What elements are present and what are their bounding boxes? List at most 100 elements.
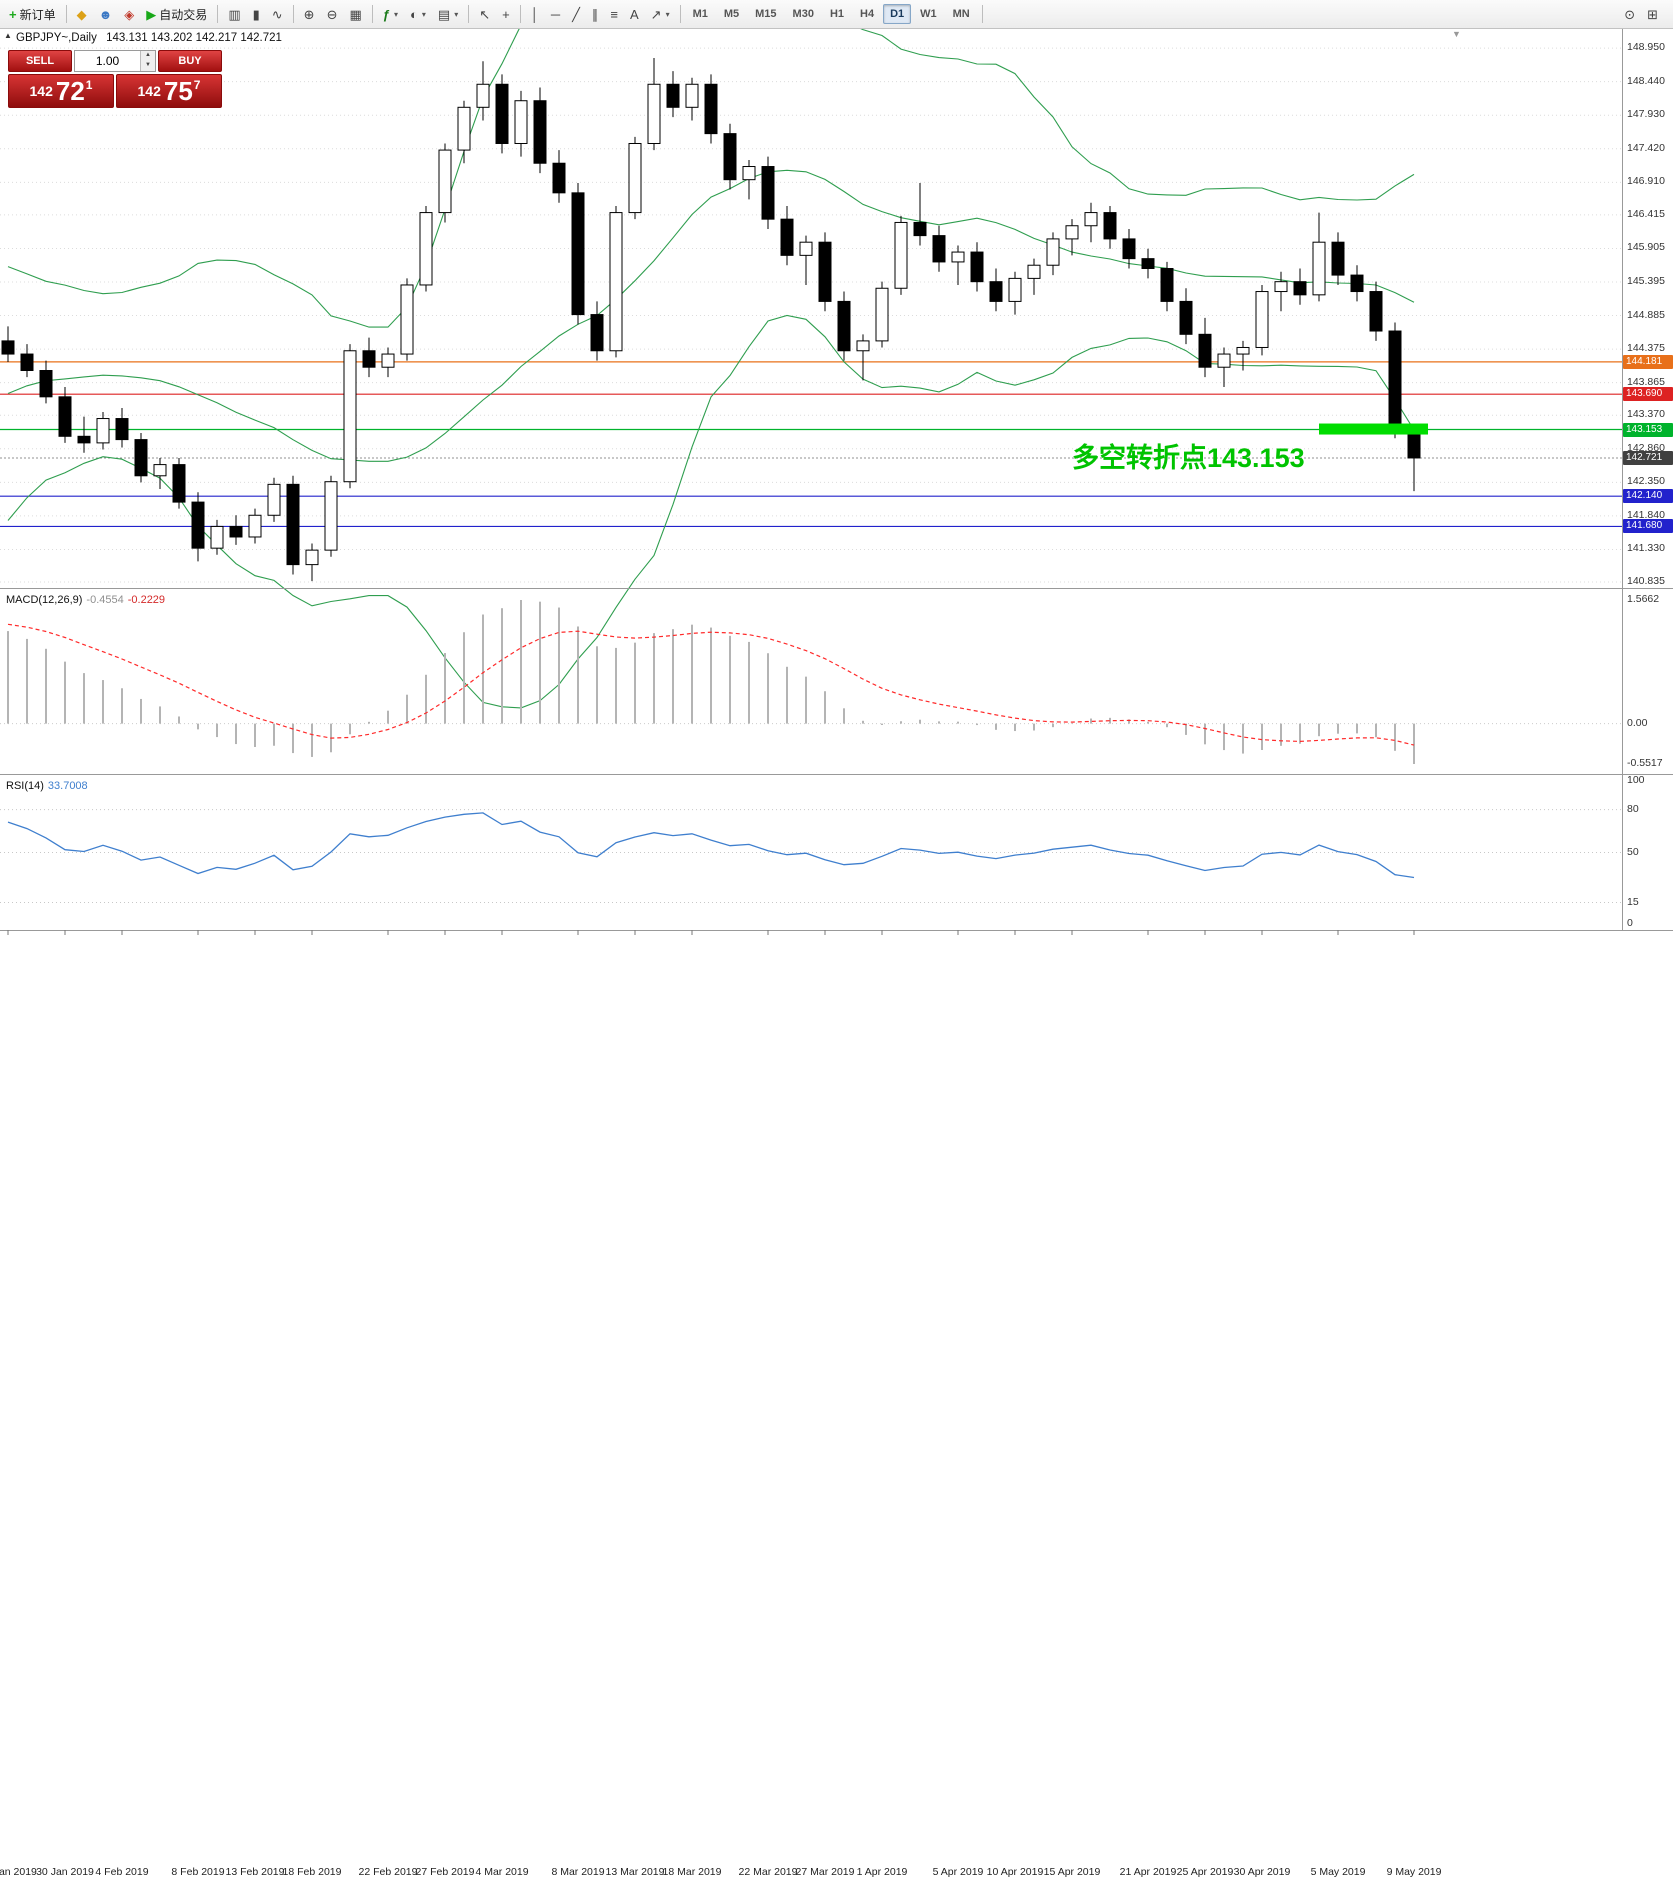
zoom-out-icon: ⊖ bbox=[326, 6, 338, 22]
tile-windows-button[interactable]: ▦ bbox=[344, 2, 366, 26]
zoom-out-button[interactable]: ⊖ bbox=[322, 2, 343, 26]
volume-decrease-button[interactable]: ▼ bbox=[141, 61, 155, 71]
pointer-group: ↖ + bbox=[474, 2, 515, 26]
date-axis-label: 30 Apr 2019 bbox=[1233, 1866, 1291, 1878]
search-icon: ⊙ bbox=[1624, 6, 1636, 22]
chart-shift-marker-icon[interactable]: ▼ bbox=[1452, 29, 1461, 39]
date-axis-label: 15 Apr 2019 bbox=[1043, 1866, 1101, 1878]
timeframe-m1-button[interactable]: M1 bbox=[692, 8, 708, 20]
templates-icon: ▤ bbox=[437, 6, 451, 22]
line-chart-button[interactable]: ∿ bbox=[267, 2, 288, 26]
draw-group: │ ─ ╱ ∥ ≡ A ↗ ▾ bbox=[526, 2, 675, 26]
new-order-button[interactable]: + 新订单 bbox=[4, 2, 61, 26]
text-button[interactable]: A bbox=[625, 2, 644, 26]
timeframe-m5-button[interactable]: M5 bbox=[723, 8, 740, 20]
indicators-button[interactable]: ƒ ▾ bbox=[378, 2, 403, 26]
dropdown-caret-icon: ▾ bbox=[454, 9, 459, 19]
date-axis-label: 18 Mar 2019 bbox=[662, 1866, 722, 1878]
market-button[interactable]: ◆ bbox=[72, 2, 92, 26]
toolbar-separator bbox=[519, 5, 521, 23]
bollinger-upper-line bbox=[7, 0, 1415, 328]
market-icon: ◆ bbox=[76, 6, 87, 22]
rsi-panel-layer bbox=[0, 809, 1622, 904]
dropdown-caret-icon: ▾ bbox=[421, 9, 426, 19]
date-axis-label: 18 Feb 2019 bbox=[282, 1866, 342, 1878]
timeframe-mn-button[interactable]: MN bbox=[952, 8, 970, 20]
macd-panel-layer bbox=[0, 600, 1622, 764]
zoom-group: ⊕ ⊖ ▦ bbox=[299, 2, 367, 26]
vertical-line-button[interactable]: │ bbox=[526, 2, 544, 26]
sell-button[interactable]: SELL bbox=[8, 50, 72, 72]
insert-group: ƒ ▾ ◐ ▾ ▤ ▾ bbox=[378, 2, 463, 26]
timeframe-m15-button[interactable]: M15 bbox=[755, 8, 777, 20]
text-icon: A bbox=[629, 6, 639, 22]
timeframe-h4-button[interactable]: H4 bbox=[860, 8, 875, 20]
volume-input[interactable] bbox=[75, 51, 140, 71]
horizontal-line-icon: ─ bbox=[550, 6, 561, 22]
cursor-icon: ↖ bbox=[479, 6, 491, 22]
timeframe-w1-button[interactable]: W1 bbox=[920, 8, 937, 20]
bar-chart-button[interactable]: ▥ bbox=[223, 2, 245, 26]
date-axis-label: 13 Mar 2019 bbox=[605, 1866, 665, 1878]
toolbar-separator bbox=[679, 5, 681, 23]
autotrading-button[interactable]: ▶ 自动交易 bbox=[141, 2, 212, 26]
buy-button[interactable]: BUY bbox=[158, 50, 222, 72]
bollinger-middle-line bbox=[7, 169, 1415, 462]
trendline-icon: ╱ bbox=[572, 6, 580, 22]
new-window-button[interactable]: ⊞ bbox=[1642, 2, 1663, 26]
date-axis-label: 4 Feb 2019 bbox=[95, 1866, 149, 1878]
community-icon: ◈ bbox=[124, 6, 135, 22]
toolbar-separator bbox=[65, 5, 67, 23]
date-axis-label: 8 Mar 2019 bbox=[551, 1866, 605, 1878]
templates-button[interactable]: ▤ ▾ bbox=[433, 2, 463, 26]
fibonacci-button[interactable]: ≡ bbox=[605, 2, 623, 26]
date-axis-label: 13 Feb 2019 bbox=[225, 1866, 285, 1878]
candlestick-chart-icon: ▮ bbox=[252, 6, 260, 22]
tile-windows-icon: ▦ bbox=[349, 6, 362, 22]
date-axis-label: 25 Apr 2019 bbox=[1176, 1866, 1234, 1878]
trendline-button[interactable]: ╱ bbox=[567, 2, 585, 26]
dropdown-caret-icon: ▾ bbox=[394, 9, 399, 19]
zoom-in-icon: ⊕ bbox=[303, 6, 315, 22]
chart-foreground-layer bbox=[1319, 423, 1428, 435]
date-axis-label: 9 May 2019 bbox=[1386, 1866, 1442, 1878]
timeframe-m30-button[interactable]: M30 bbox=[792, 8, 814, 20]
crosshair-button[interactable]: + bbox=[497, 2, 515, 26]
arrows-icon: ↗ bbox=[650, 6, 662, 22]
chart-type-group: ▥ ▮ ∿ bbox=[223, 2, 287, 26]
cursor-button[interactable]: ↖ bbox=[474, 2, 495, 26]
profile-button[interactable]: ☻ bbox=[94, 2, 118, 26]
order-group: + 新订单 bbox=[4, 2, 61, 26]
new-order-icon: + bbox=[9, 6, 17, 22]
chart-canvas[interactable] bbox=[0, 0, 1673, 952]
arrows-button[interactable]: ↗ ▾ bbox=[646, 2, 675, 26]
zoom-in-button[interactable]: ⊕ bbox=[299, 2, 320, 26]
periods-button[interactable]: ◐ ▾ bbox=[405, 2, 431, 26]
community-button[interactable]: ◈ bbox=[119, 2, 139, 26]
horizontal-line-button[interactable]: ─ bbox=[546, 2, 565, 26]
autotrading-icon: ▶ bbox=[146, 6, 157, 22]
search-button[interactable]: ⊙ bbox=[1619, 2, 1640, 26]
line-chart-icon: ∿ bbox=[271, 6, 283, 22]
ask-pips: 75 bbox=[163, 75, 193, 106]
bollinger-bands-layer bbox=[7, 0, 1415, 709]
timeframe-h1-button[interactable]: H1 bbox=[829, 8, 845, 20]
bid-price-display[interactable]: 142 72 1 bbox=[8, 74, 114, 108]
ask-price-display[interactable]: 142 75 7 bbox=[116, 74, 222, 108]
candlestick-chart-button[interactable]: ▮ bbox=[248, 2, 265, 26]
crosshair-icon: + bbox=[502, 6, 510, 22]
toolbar-separator bbox=[292, 5, 294, 23]
channel-button[interactable]: ∥ bbox=[587, 2, 604, 26]
date-axis-label: 5 Apr 2019 bbox=[932, 1866, 984, 1878]
volume-increase-button[interactable]: ▲ bbox=[141, 51, 155, 61]
timeframe-d1-button[interactable]: D1 bbox=[883, 4, 912, 24]
collapse-one-click-arrow-icon[interactable]: ▲ bbox=[4, 31, 12, 40]
bid-point: 1 bbox=[85, 78, 93, 92]
date-axis-label: 8 Feb 2019 bbox=[171, 1866, 225, 1878]
date-axis-label: 21 Apr 2019 bbox=[1119, 1866, 1177, 1878]
level-lines-layer bbox=[0, 361, 1622, 528]
fibonacci-icon: ≡ bbox=[610, 6, 618, 22]
panel-frames-layer[interactable] bbox=[0, 29, 1673, 935]
service-group: ◆ ☻ ◈ ▶ 自动交易 bbox=[72, 2, 213, 26]
